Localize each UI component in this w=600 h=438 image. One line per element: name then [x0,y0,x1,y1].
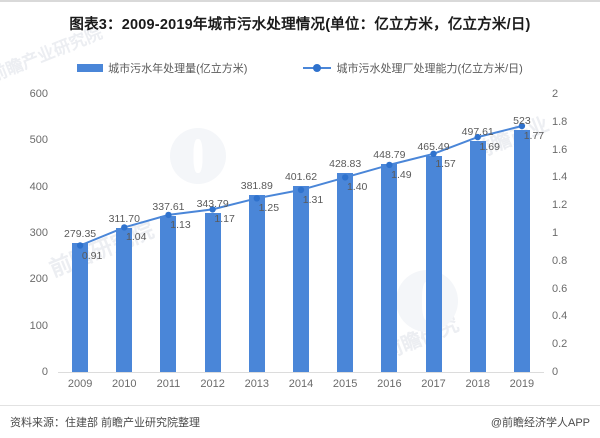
line-value-label: 1.31 [302,193,324,206]
y-axis-right-tick: 1.8 [552,115,568,128]
line-marker-2017[interactable] [430,150,437,157]
y-axis-right-tick: 1.6 [552,143,568,156]
bar-2015[interactable] [337,173,354,372]
line-marker-2015[interactable] [342,174,349,181]
x-axis-tick: 2011 [156,378,181,390]
line-marker-2013[interactable] [253,195,260,202]
chart-footer: 资料来源：住建部 前瞻产业研究院整理 @前瞻经济学人APP [0,405,600,438]
x-axis-tick: 2009 [67,378,93,390]
y-axis-left-tick: 0 [41,366,48,378]
y-axis-left-tick: 600 [29,88,48,100]
y-axis-right-tick: 1.4 [552,171,568,184]
x-axis-tick: 2014 [288,378,314,390]
bar-value-label: 497.61 [461,126,494,139]
bar-value-label: 465.49 [417,141,450,154]
line-value-label: 1.04 [126,231,147,244]
line-marker-2014[interactable] [297,186,305,194]
x-axis: 2009 2010 2011 2012 2013 2014 2015 2016 2017 2018… [58,378,544,396]
bar-value-label: 523 [513,114,531,127]
bar-value-label: 381.89 [240,180,273,193]
line-value-label: 1.40 [346,181,368,194]
legend-line-marker-icon [303,64,332,72]
legend-bar-label: 城市污水年处理量(亿立方米) [108,63,248,75]
line-value-label: 0.91 [81,249,103,262]
legend-item-line[interactable]: 城市污水处理厂处理能力(亿立方米/日) [303,60,523,76]
x-axis-tick: 2016 [377,378,402,390]
bar-2012[interactable] [204,212,221,372]
chart-legend: 城市污水年处理量(亿立方米) 城市污水处理厂处理能力(亿立方米/日) [0,60,600,76]
y-axis-left-tick: 200 [29,273,48,286]
line-value-label: 1.57 [435,157,456,170]
y-axis-left-tick: 400 [29,180,48,193]
bar-value-label: 311.70 [108,212,140,225]
line-series-path [79,125,523,247]
line-series-svg [76,122,526,249]
line-value-label: 1.25 [258,202,280,215]
line-marker-2010[interactable] [121,224,128,231]
legend-bar-swatch-icon [77,64,104,72]
x-axis-tick: 2015 [332,378,358,390]
chart-title: 图表3：2009-2019年城市污水处理情况(单位：亿立方米，亿立方米/日) [69,17,531,33]
x-axis-tick: 2017 [421,378,446,390]
bar-2019[interactable] [513,129,530,372]
bar-value-label: 401.62 [284,170,318,183]
bar-value-label: 343.79 [196,197,229,210]
line-value-label: 1.77 [523,129,545,142]
bar-2013[interactable] [248,195,265,372]
plot-area: 279.35 311.70 337.61 343.79 381.89 401.62 428.… [58,94,544,372]
line-marker-2018[interactable] [474,133,481,141]
y-axis-left: 0 100 200 300 400 500 600 [0,88,48,378]
bar-2018[interactable] [469,141,486,372]
y-axis-right-tick: 2 [552,88,559,100]
bar-2009[interactable] [72,242,89,372]
line-value-label: 1.49 [391,168,412,181]
bar-value-label: 448.79 [373,149,406,162]
y-axis-right-tick: 0.6 [552,282,568,295]
y-axis-right-tick: 0 [552,366,559,378]
x-axis-baseline [58,372,544,373]
bar-value-label: 337.61 [152,200,185,213]
source-note: 资料来源：住建部 前瞻产业研究院整理 [10,417,201,429]
bar-2016[interactable] [381,164,398,372]
bar-2014[interactable] [293,185,309,372]
bar-value-label: 279.35 [64,227,97,240]
y-axis-left-tick: 100 [29,319,48,332]
y-axis-right-tick: 0.4 [552,310,568,323]
bar-2010[interactable] [116,227,133,372]
legend-line-label: 城市污水处理厂处理能力(亿立方米/日) [336,63,523,75]
y-axis-left-tick: 500 [29,134,48,147]
line-marker-2012[interactable] [209,206,216,213]
y-axis-right-tick: 0.2 [552,338,568,351]
x-axis-tick: 2013 [244,378,270,390]
y-axis-right-tick: 1 [552,227,559,239]
x-axis-tick: 2019 [509,378,535,390]
line-value-label: 1.17 [214,213,235,226]
x-axis-tick: 2010 [112,378,137,390]
line-marker-2009[interactable] [76,242,84,249]
x-axis-tick: 2018 [465,378,490,390]
y-axis-right-tick: 1.2 [552,199,568,212]
y-axis-left-tick: 300 [29,227,48,239]
line-value-label: 1.69 [479,141,500,154]
y-axis-right: 0 0.2 0.4 0.6 0.8 1 1.2 1.4 1.6 1.8 2 [552,88,596,378]
legend-item-bar[interactable]: 城市污水年处理量(亿立方米) [77,60,247,76]
bar-2011[interactable] [160,215,177,372]
x-axis-tick: 2012 [200,378,225,390]
y-axis-right-tick: 0.8 [552,254,568,267]
brand-note: @前瞻经济学人APP [490,417,590,429]
bar-value-label: 428.83 [329,158,362,171]
line-value-label: 1.13 [170,218,191,231]
line-marker-2011[interactable] [165,211,172,219]
line-marker-2016[interactable] [386,161,393,169]
line-marker-2019[interactable] [518,122,526,130]
